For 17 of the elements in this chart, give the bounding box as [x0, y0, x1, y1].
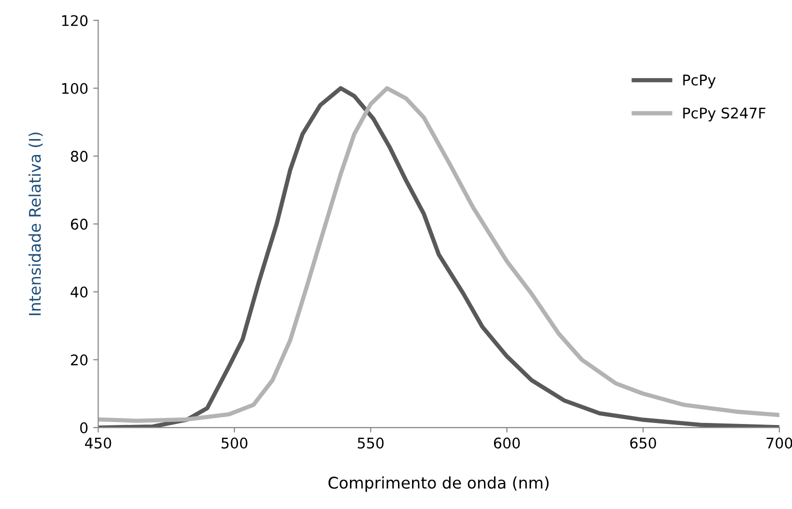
y-tick-label: 120	[62, 15, 88, 26]
x-tick-label: 600	[494, 438, 520, 449]
x-tick-label: 650	[630, 438, 656, 449]
x-tick-label: 500	[222, 438, 248, 449]
y-tick-label: 60	[70, 218, 88, 230]
y-tick-label: 80	[70, 150, 88, 162]
x-axis-title: Comprimento de onda (nm)	[328, 476, 549, 492]
y-tick-label: 40	[70, 286, 88, 298]
x-tick-label: 550	[358, 438, 384, 449]
y-tick-label: 100	[62, 82, 88, 94]
x-tick-label: 450	[85, 438, 112, 449]
y-tick-label: 20	[70, 354, 88, 366]
y-tick-label: 0	[80, 422, 88, 434]
legend-label: PcPy S247F	[683, 108, 766, 122]
y-axis-title: Intensidade Relativa (I)	[28, 132, 43, 316]
legend-label: PcPy	[683, 74, 716, 88]
x-tick-label: 700	[766, 438, 792, 449]
